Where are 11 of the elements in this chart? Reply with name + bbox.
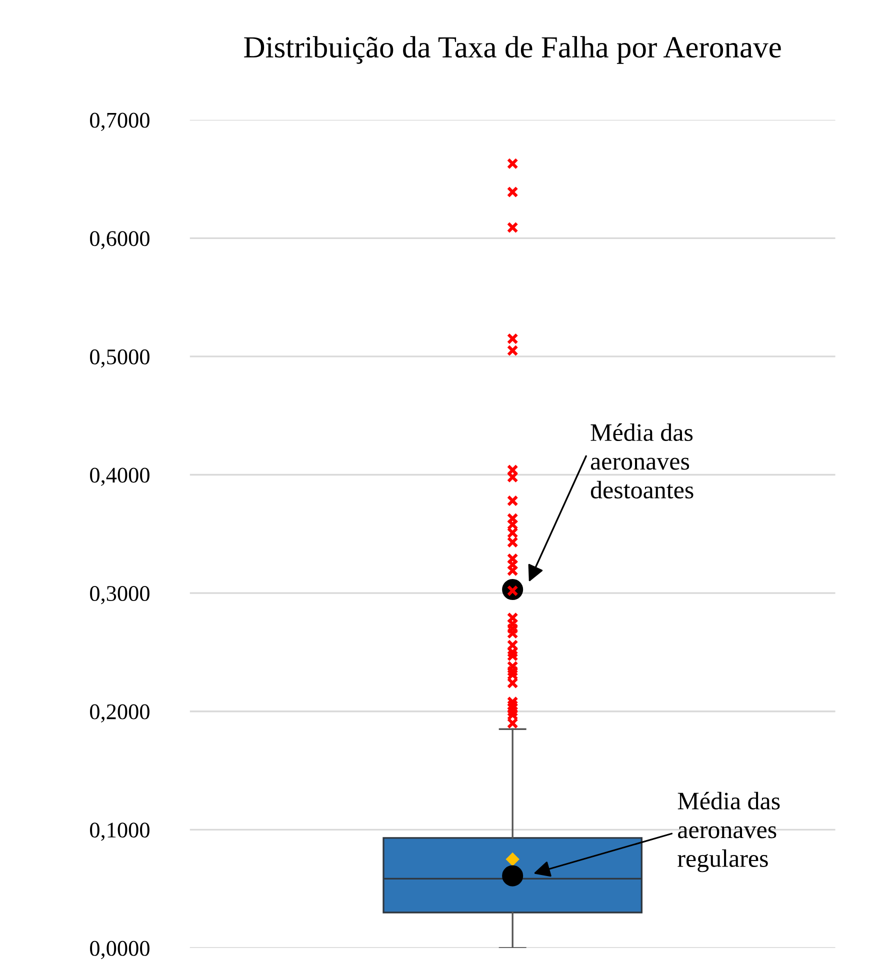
y-tick-label: 0,7000 — [90, 112, 150, 131]
y-tick-label: 0,3000 — [90, 586, 150, 604]
y-tick-label: 0,5000 — [90, 349, 150, 368]
y-tick-label: 0,1000 — [90, 822, 150, 841]
y-tick-label: 0,6000 — [90, 231, 150, 250]
y-tick-label: 0,4000 — [90, 468, 150, 486]
annotation: Média das aeronaves destoantes — [590, 423, 694, 499]
annotation: Média das aeronaves regulares — [678, 792, 780, 872]
chart-title: Distribuição da Taxa de Falha por Aeronave — [244, 36, 781, 64]
y-tick-label: 0,2000 — [90, 704, 150, 723]
y-tick-label: 0,0000 — [90, 940, 150, 960]
